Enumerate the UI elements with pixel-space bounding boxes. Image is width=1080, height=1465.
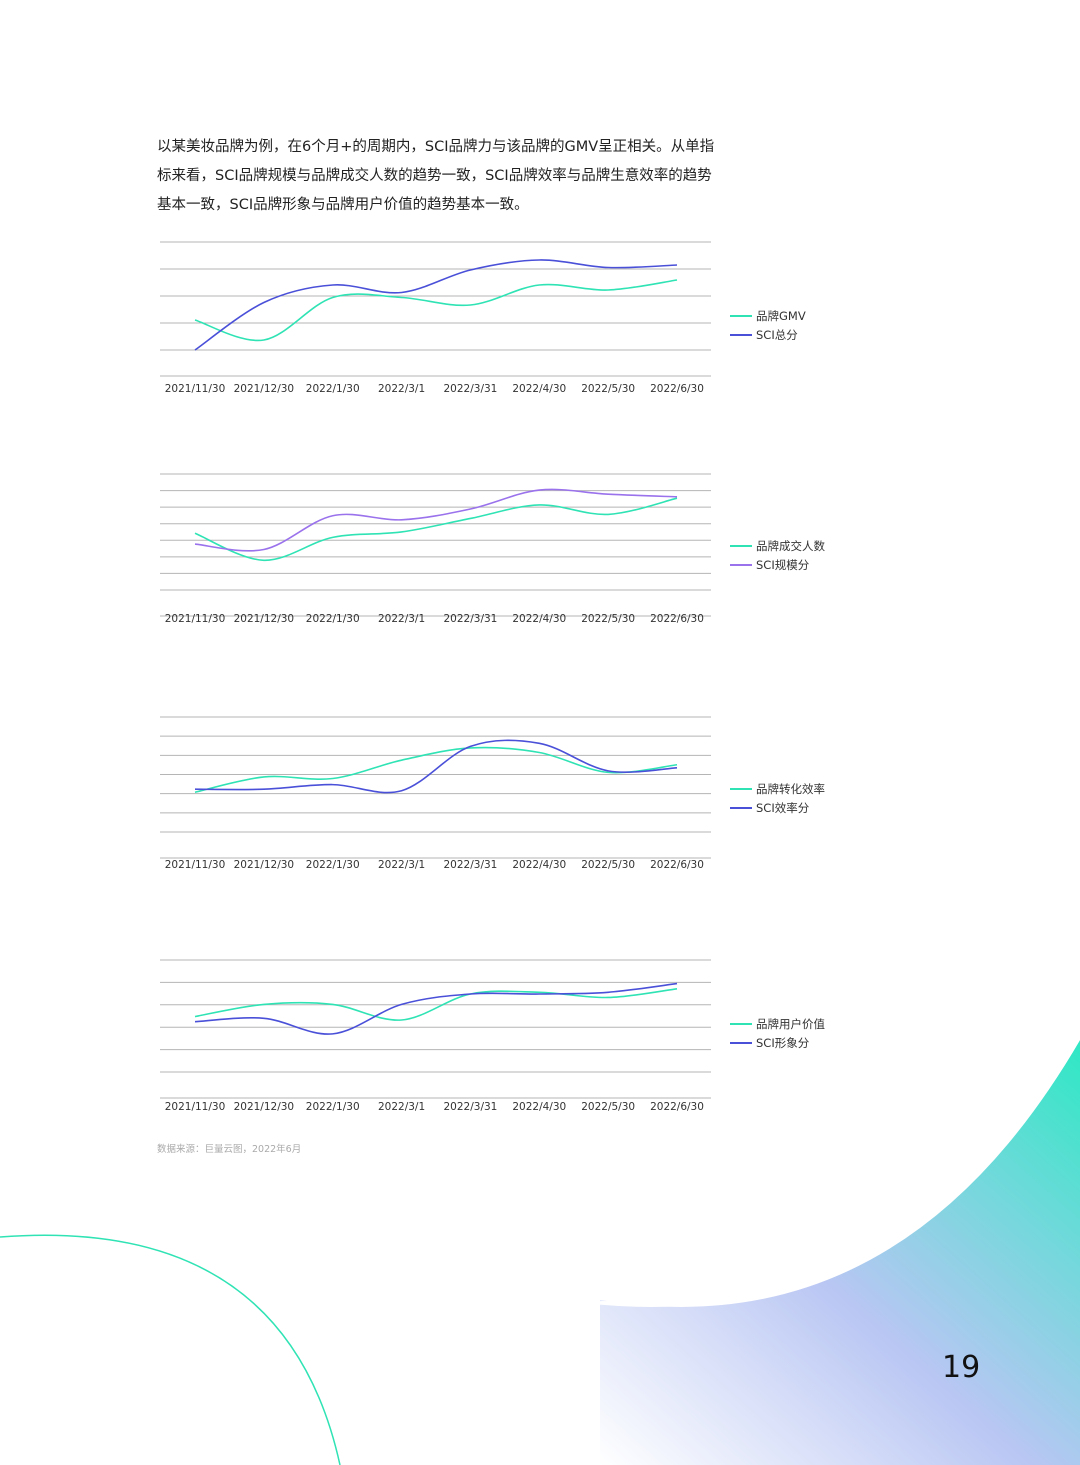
legend-label: SCI效率分 [756, 800, 810, 815]
legend-label: 品牌转化效率 [756, 781, 825, 796]
legend-label: 品牌用户价值 [756, 1016, 825, 1031]
white-curve-cutout [560, 1000, 1080, 1307]
legend-item-sci-efficiency: SCI效率分 [730, 798, 825, 817]
legend-item-sci-total: SCI总分 [730, 325, 806, 344]
page-number: 19 [942, 1350, 981, 1385]
legend-chart-1: 品牌GMV SCI总分 [730, 306, 806, 344]
green-arc [0, 1234, 341, 1465]
legend-chart-3: 品牌转化效率 SCI效率分 [730, 779, 825, 817]
legend-label: SCI总分 [756, 327, 798, 342]
legend-chart-2: 品牌成交人数 SCI规模分 [730, 536, 825, 574]
legend-item-sci-image: SCI形象分 [730, 1033, 825, 1052]
gradient-blob [600, 1040, 1080, 1465]
legend-item-conversion: 品牌转化效率 [730, 779, 825, 798]
source-note: 数据来源：巨量云图，2022年6月 [157, 1144, 302, 1155]
legend-label: SCI形象分 [756, 1035, 810, 1050]
legend-chart-4: 品牌用户价值 SCI形象分 [730, 1014, 825, 1052]
legend-item-gmv: 品牌GMV [730, 306, 806, 325]
legend-label: 品牌GMV [756, 308, 806, 323]
legend-label: 品牌成交人数 [756, 538, 825, 553]
legend-label: SCI规模分 [756, 557, 810, 572]
intro-paragraph: 以某美妆品牌为例，在6个月+的周期内，SCI品牌力与该品牌的GMV呈正相关。从单… [157, 139, 715, 213]
legend-item-user-value: 品牌用户价值 [730, 1014, 825, 1033]
legend-item-sci-scale: SCI规模分 [730, 555, 825, 574]
legend-item-buyers: 品牌成交人数 [730, 536, 825, 555]
